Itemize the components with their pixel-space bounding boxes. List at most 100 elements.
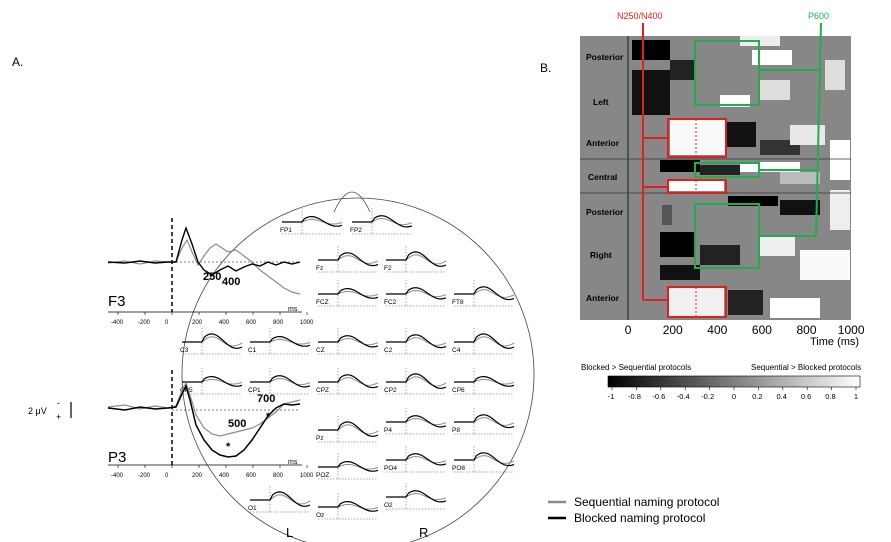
heatmap-cell [670, 120, 725, 155]
sequential-trace [454, 336, 515, 347]
head-nose [333, 191, 371, 213]
f3-plot: F3 250 400 ms -400 -200 0 200 400 600 800 1000 [107, 218, 314, 326]
p3-peak-500: 500 [228, 418, 246, 430]
heatmap-x-label: Time (ms) [810, 336, 859, 348]
blocked-trace [318, 460, 379, 472]
axis-tick-label: -200 [138, 473, 151, 479]
electrode-label: FP2 [350, 227, 362, 234]
right-hemisphere-label: R [419, 525, 428, 540]
f3-sequential-trace [107, 238, 301, 295]
axis-tick-label: 800 [273, 320, 284, 326]
sequential-trace [386, 376, 447, 387]
blocked-trace [454, 286, 515, 301]
p600-label: P600 [808, 11, 829, 21]
p3-plot: P3 700 500 * * ms -400 -200 0 200 400 600 800 1… [107, 370, 314, 479]
p3-blocked-trace [107, 383, 301, 458]
row-label-left: Left [593, 97, 609, 107]
blocked-trace [386, 251, 447, 267]
electrode-label: CP1 [248, 387, 261, 394]
blocked-trace [282, 215, 343, 227]
sequential-trace [318, 424, 379, 435]
axis-tick-label: 800 [273, 473, 284, 479]
legend: Sequential naming protocol Blocked namin… [548, 495, 719, 525]
blocked-trace [250, 375, 311, 388]
electrode-label: FC2 [384, 299, 397, 306]
heatmap-cell [830, 190, 850, 230]
electrode-label: FCZ [316, 299, 329, 306]
axis-tick-label: 400 [219, 320, 230, 326]
electrode-plots: FP1 FP2 Fz F2 FCZ FC2 FT8 C3 C1 CZ C2 C4 CP5 CP1 CPZ CP… [180, 208, 515, 520]
axis-tick-label: -400 [111, 320, 124, 326]
heatmap-cell [728, 290, 763, 315]
electrode-plot-c2: C2 [384, 328, 447, 355]
colorbar-tick: 0.6 [801, 392, 811, 401]
blocked-trace [318, 500, 379, 512]
row-label-central: Central [588, 172, 617, 182]
electrode-plot-c4: C4 [452, 328, 515, 355]
heatmap-cell [760, 236, 795, 256]
heatmap-cell [780, 200, 820, 215]
electrode-plot-po4: PO4 [384, 446, 447, 473]
row-labels: Posterior Left Anterior Central Posterio… [586, 52, 624, 303]
electrode-plot-fc2: FC2 [384, 280, 447, 307]
p600-annotations [694, 22, 822, 269]
colorbar-tick: -0.4 [677, 392, 690, 401]
blocked-trace [318, 335, 379, 348]
legend-sequential-label: Sequential naming protocol [574, 495, 719, 509]
blocked-trace [386, 373, 447, 389]
blocked-trace [182, 375, 243, 387]
electrode-plot-c3: C3 [180, 328, 243, 355]
p3-star-1: * [226, 441, 231, 453]
electrode-label: Fz [316, 265, 323, 272]
row-label-right: Right [590, 250, 612, 260]
row-label-posterior-left: Posterior [586, 52, 624, 62]
electrode-plot-po8: PO8 [452, 446, 515, 473]
p3-sequential-trace [107, 381, 301, 437]
heatmap-x-tick: 200 [663, 323, 683, 337]
heatmap-x-tick: 400 [707, 323, 727, 337]
electrode-plot-ft8: FT8 [452, 280, 515, 307]
heatmap-cell [760, 80, 790, 100]
blocked-trace [182, 333, 243, 349]
colorbar-tick: -0.6 [652, 392, 665, 401]
electrode-label: C2 [384, 347, 393, 354]
heatmap-cell [728, 196, 778, 206]
blocked-trace [454, 414, 515, 429]
electrode-plot-p8: P8 [452, 408, 515, 435]
heatmap-cell [780, 172, 820, 184]
colorbar-tick: 0 [732, 392, 736, 401]
electrode-label: CZ [316, 347, 325, 354]
panel-b-label: B. [540, 61, 551, 75]
axis-tick-label: 400 [219, 473, 230, 479]
blocked-trace [318, 252, 379, 267]
legend-blocked-label: Blocked naming protocol [574, 511, 705, 525]
axis-tick-label: 0 [165, 320, 169, 326]
heatmap-cell [660, 232, 695, 257]
n250-n400-label: N250/N400 [617, 11, 663, 21]
electrode-label: CP6 [452, 387, 465, 394]
heatmap-cell [740, 162, 800, 172]
blocked-trace [318, 374, 379, 389]
colorbar-tick: 0.4 [777, 392, 787, 401]
electrode-label: F2 [384, 265, 392, 272]
p3-star-2: * [266, 411, 271, 423]
electrode-plot-fp2: FP2 [350, 208, 413, 235]
axis-tick-label: -200 [138, 320, 151, 326]
heatmap-cell [800, 250, 850, 280]
row-label-anterior-left: Anterior [586, 138, 620, 148]
panel-a-label: A. [12, 55, 23, 69]
electrode-label: C4 [452, 347, 461, 354]
heatmap-cell [700, 245, 740, 265]
sequential-trace [386, 254, 447, 265]
heatmap-cell [632, 40, 670, 60]
electrode-plot-poz: POZ [316, 453, 379, 480]
f3-peak-250: 250 [203, 271, 221, 283]
p3-ms-label: ms [288, 459, 298, 466]
p3-axis-ticks: -400 -200 0 200 400 600 800 1000 [111, 465, 314, 479]
electrode-label: CP2 [384, 387, 397, 394]
sequential-trace [250, 494, 311, 505]
electrode-label: PO8 [452, 465, 465, 472]
electrode-plot-oz: Oz [316, 493, 379, 520]
row-label-anterior-right: Anterior [586, 293, 620, 303]
axis-tick-label: 200 [192, 473, 203, 479]
